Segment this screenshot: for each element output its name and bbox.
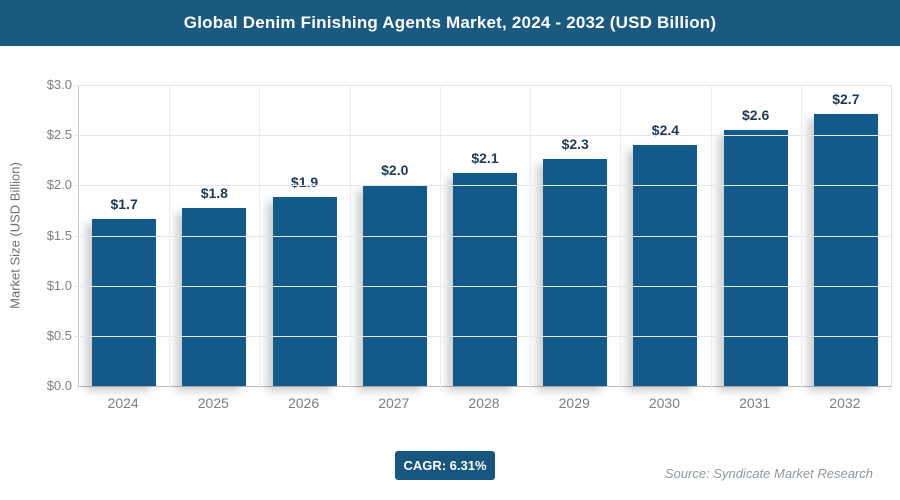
- source-attribution: Source: Syndicate Market Research: [664, 466, 873, 481]
- h-gridline: [74, 185, 891, 187]
- plot-area: $1.7 $1.8 $1.9 $2.0 $2.1 $2.3 $2.4 $2.6 $2.7: [74, 85, 892, 390]
- x-tick-label: 2025: [197, 395, 229, 411]
- bar-2031: $2.6: [723, 107, 788, 386]
- y-tick-label: $3.0: [46, 77, 72, 92]
- x-tick-label: 2028: [468, 395, 500, 411]
- bar-value-label: $2.6: [742, 107, 770, 124]
- bar-value-label: $2.7: [832, 91, 860, 108]
- x-tick-label: 2029: [558, 395, 590, 411]
- bar-cell: $2.1: [440, 85, 530, 386]
- bar-2029: $2.3: [543, 136, 608, 386]
- x-tick-label: 2030: [648, 395, 680, 411]
- bar-2024: $1.7: [92, 196, 157, 386]
- bar-cell: $2.6: [711, 85, 801, 386]
- x-tick-label: 2024: [107, 395, 139, 411]
- bar-value-label: $1.8: [200, 185, 228, 202]
- h-gridline: [74, 285, 891, 287]
- bar-2025: $1.8: [182, 185, 247, 386]
- v-gridline: [800, 85, 802, 390]
- v-gridline: [710, 85, 712, 390]
- y-tick-label: $0.0: [46, 378, 72, 393]
- bar-cell: $1.8: [169, 85, 259, 386]
- x-tick-label: 2026: [287, 395, 320, 411]
- y-tick-label: $0.5: [46, 327, 72, 343]
- bar-2026: $1.9: [272, 174, 337, 386]
- v-gridline: [439, 85, 441, 390]
- v-gridline: [530, 85, 532, 390]
- bar-value-label: $2.0: [381, 162, 409, 179]
- h-gridline: [74, 235, 891, 237]
- bar-2032: $2.7: [813, 91, 878, 386]
- x-tick-label: 2032: [829, 395, 861, 411]
- v-gridline: [259, 85, 261, 390]
- bar-cell: $1.9: [259, 85, 349, 386]
- x-tick-label: 2027: [378, 395, 410, 411]
- bar-value-label: $2.1: [471, 150, 499, 167]
- x-axis-tick-labels: 2024 2025 2026 2027 2028 2029 2030 2031 2032: [78, 395, 890, 411]
- chart-title: Global Denim Finishing Agents Market, 20…: [183, 13, 717, 32]
- bar-cell: $2.3: [530, 85, 620, 386]
- bar-value-label: $1.9: [290, 174, 319, 191]
- bar-cell: $2.7: [801, 85, 891, 386]
- chart-title-bar: Global Denim Finishing Agents Market, 20…: [0, 0, 900, 46]
- y-tick-label: $2.5: [46, 127, 72, 143]
- bar-cell: $1.7: [79, 85, 169, 386]
- h-gridline: [74, 335, 891, 337]
- bar-value-label: $2.4: [651, 122, 680, 139]
- v-gridline: [349, 85, 351, 390]
- bar-value-label: $1.7: [110, 196, 138, 213]
- v-gridline: [620, 85, 622, 390]
- bar-2030: $2.4: [633, 122, 698, 386]
- cagr-badge: CAGR: 6.31%: [395, 451, 495, 480]
- bar-2028: $2.1: [452, 150, 517, 386]
- h-gridline: [74, 85, 891, 86]
- x-tick-label: 2031: [739, 395, 771, 411]
- y-axis-title: Market Size (USD Billion): [7, 162, 23, 309]
- bar-value-label: $2.3: [561, 136, 589, 153]
- v-gridline: [169, 85, 171, 390]
- h-gridline: [74, 135, 891, 137]
